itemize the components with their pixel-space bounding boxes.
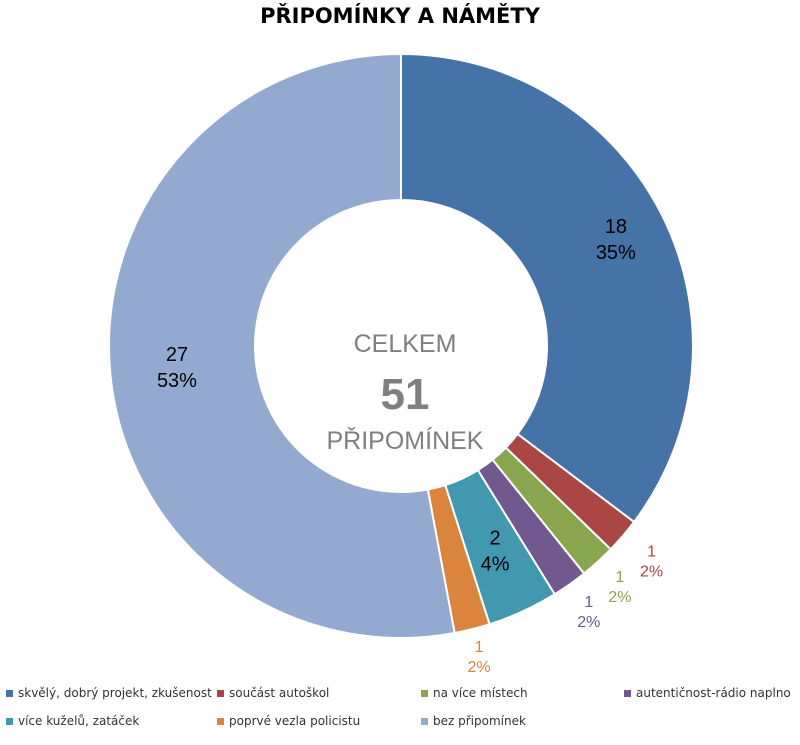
slice-value-label: 1 bbox=[475, 639, 484, 656]
center-label-top: CELKEM bbox=[353, 330, 457, 358]
legend-item: součást autoškol bbox=[217, 686, 329, 700]
slice-percent-label: 4% bbox=[481, 553, 510, 575]
slice-0 bbox=[400, 52, 694, 524]
legend-swatch bbox=[624, 689, 631, 697]
legend-swatch bbox=[421, 689, 428, 697]
slice-percent-label: 53% bbox=[157, 370, 197, 392]
legend-item: poprvé vezla policistu bbox=[217, 714, 360, 728]
center-label-bottom: PŘIPOMÍNEK bbox=[326, 427, 484, 455]
legend-item: skvělý, dobrý projekt, zkušenost bbox=[6, 686, 212, 700]
legend-label: na více místech bbox=[433, 686, 528, 700]
slice-percent-label: 35% bbox=[596, 242, 636, 264]
slice-percent-label: 2% bbox=[608, 589, 631, 606]
legend-item: na více místech bbox=[421, 686, 528, 700]
legend-item: více kuželů, zatáček bbox=[6, 714, 139, 728]
slice-value-label: 1 bbox=[584, 594, 593, 611]
legend-swatch bbox=[217, 717, 224, 725]
legend-swatch bbox=[6, 689, 13, 697]
center-total-value: 51 bbox=[380, 370, 430, 419]
slice-percent-label: 2% bbox=[467, 659, 490, 676]
legend-label: bez připomínek bbox=[433, 714, 526, 728]
slice-percent-label: 2% bbox=[640, 563, 663, 580]
slice-value-label: 18 bbox=[605, 216, 627, 238]
slice-value-label: 2 bbox=[489, 527, 500, 549]
legend-item: autentičnost-rádio naplno bbox=[624, 686, 791, 700]
slice-6 bbox=[108, 52, 456, 639]
chart-title: PŘIPOMÍNKY A NÁMĚTY bbox=[260, 4, 540, 28]
legend-label: součást autoškol bbox=[229, 686, 330, 700]
legend-swatch bbox=[217, 689, 224, 697]
slice-value-label: 1 bbox=[647, 543, 656, 560]
legend-label: autentičnost-rádio naplno bbox=[636, 686, 791, 700]
legend-swatch bbox=[6, 717, 13, 725]
legend-label: více kuželů, zatáček bbox=[18, 714, 140, 728]
chart-legend: skvělý, dobrý projekt, zkušenost součást … bbox=[0, 686, 800, 745]
legend-label: skvělý, dobrý projekt, zkušenost bbox=[18, 686, 212, 700]
slice-value-label: 1 bbox=[615, 569, 624, 586]
legend-item: bez připomínek bbox=[421, 714, 526, 728]
slice-percent-label: 2% bbox=[577, 614, 600, 631]
legend-swatch bbox=[421, 717, 428, 725]
slice-value-label: 27 bbox=[166, 344, 188, 366]
legend-label: poprvé vezla policistu bbox=[229, 714, 361, 728]
